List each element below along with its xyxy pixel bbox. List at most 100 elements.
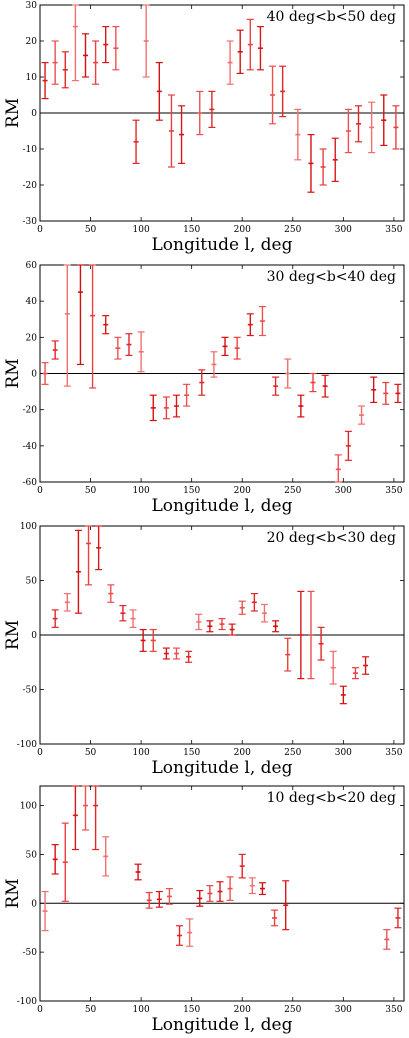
data-point bbox=[282, 880, 290, 931]
x-axis-title: Longitude l, deg bbox=[152, 235, 293, 255]
data-point bbox=[165, 888, 173, 905]
data-point bbox=[149, 628, 157, 652]
panel-title: 10 deg<b<20 deg bbox=[267, 790, 396, 806]
data-point bbox=[297, 590, 305, 680]
data-point bbox=[92, 40, 100, 85]
x-tick-label: 100 bbox=[133, 486, 150, 496]
data-point bbox=[279, 65, 287, 118]
data-point bbox=[119, 604, 127, 622]
data-point bbox=[155, 890, 163, 908]
x-tick-label: 200 bbox=[234, 225, 251, 235]
data-point bbox=[309, 372, 317, 393]
data-point bbox=[392, 105, 400, 150]
data-point bbox=[210, 351, 218, 378]
data-point bbox=[272, 620, 280, 633]
y-axis-title: RM bbox=[3, 98, 23, 128]
y-axis-title: RM bbox=[3, 878, 23, 908]
data-point bbox=[358, 405, 366, 425]
x-tick-label: 300 bbox=[335, 486, 352, 496]
data-point bbox=[137, 331, 145, 373]
data-point bbox=[41, 362, 49, 385]
x-tick-label: 250 bbox=[284, 486, 301, 496]
data-point bbox=[89, 264, 97, 389]
data-point bbox=[162, 647, 170, 660]
y-tick-label: 50 bbox=[26, 577, 38, 587]
data-point bbox=[41, 890, 49, 932]
data-point bbox=[370, 376, 378, 404]
data-point bbox=[149, 394, 157, 422]
data-point bbox=[334, 454, 342, 483]
data-point bbox=[317, 626, 325, 661]
y-tick-label: 0 bbox=[31, 899, 37, 909]
x-tick-label: 350 bbox=[385, 748, 402, 758]
x-tick-label: 50 bbox=[85, 748, 97, 758]
x-axis-title: Longitude l, deg bbox=[152, 1015, 293, 1035]
data-point bbox=[260, 603, 268, 623]
data-point bbox=[195, 613, 203, 631]
panel-title: 20 deg<b<30 deg bbox=[267, 530, 396, 546]
data-point bbox=[321, 374, 329, 398]
data-point bbox=[351, 667, 359, 680]
data-point bbox=[226, 876, 234, 901]
data-point bbox=[162, 396, 170, 420]
data-point bbox=[226, 40, 234, 85]
data-point bbox=[329, 650, 337, 685]
data-point bbox=[258, 882, 266, 896]
y-axis-title: RM bbox=[3, 358, 23, 388]
plot-frame bbox=[39, 785, 405, 1002]
data-point bbox=[307, 590, 315, 680]
y-tick-label: 20 bbox=[26, 37, 38, 47]
data-point bbox=[112, 26, 120, 71]
data-point bbox=[258, 305, 266, 337]
data-point bbox=[129, 609, 137, 628]
data-point bbox=[183, 383, 191, 407]
data-point bbox=[339, 685, 347, 705]
chart-panel: 0 50 100 150 200 250 300 350 -30 -20 -10 0 10 20 30 40 … bbox=[3, 1, 405, 255]
y-tick-label: 10 bbox=[26, 73, 38, 83]
y-tick-label: 20 bbox=[26, 333, 38, 343]
x-tick-label: 0 bbox=[37, 748, 43, 758]
data-point bbox=[380, 94, 388, 146]
data-point bbox=[297, 394, 305, 418]
y-tick-label: 50 bbox=[26, 850, 38, 860]
data-point bbox=[284, 358, 292, 389]
x-tick-label: 0 bbox=[37, 225, 43, 235]
data-point bbox=[362, 656, 370, 675]
x-tick-label: 300 bbox=[335, 748, 352, 758]
data-point bbox=[102, 26, 110, 64]
data-point bbox=[344, 108, 352, 154]
data-point bbox=[196, 889, 204, 907]
x-tick-label: 350 bbox=[385, 486, 402, 496]
chart-panel: 0 50 100 150 200 250 300 350 -100 -50 0 50 100 10 deg… bbox=[3, 785, 405, 1035]
data-point bbox=[271, 909, 279, 927]
y-tick-label: 30 bbox=[26, 1, 38, 11]
data-point bbox=[208, 90, 216, 129]
x-tick-label: 150 bbox=[183, 486, 200, 496]
x-tick-label: 350 bbox=[385, 1005, 402, 1015]
data-point bbox=[394, 907, 402, 929]
data-point bbox=[228, 623, 236, 636]
data-point bbox=[176, 925, 184, 946]
y-tick-label: -50 bbox=[23, 948, 38, 958]
data-point bbox=[331, 137, 339, 182]
x-tick-label: 200 bbox=[234, 748, 251, 758]
data-point bbox=[355, 105, 362, 143]
x-tick-label: 150 bbox=[183, 225, 200, 235]
x-axis-title: Longitude l, deg bbox=[152, 496, 293, 516]
data-point bbox=[155, 61, 163, 121]
x-tick-label: 300 bbox=[335, 1005, 352, 1015]
data-point bbox=[167, 94, 175, 168]
data-point bbox=[51, 609, 59, 628]
y-axis-title: RM bbox=[3, 620, 23, 650]
x-tick-label: 50 bbox=[85, 486, 97, 496]
data-point bbox=[248, 877, 256, 895]
x-tick-label: 0 bbox=[37, 1005, 43, 1015]
y-tick-label: 0 bbox=[31, 370, 37, 380]
data-point bbox=[272, 376, 280, 396]
data-point bbox=[41, 61, 49, 100]
data-point bbox=[206, 620, 214, 633]
data-point bbox=[383, 929, 391, 950]
data-point bbox=[269, 65, 277, 125]
data-point bbox=[206, 885, 214, 902]
data-point bbox=[139, 628, 147, 652]
